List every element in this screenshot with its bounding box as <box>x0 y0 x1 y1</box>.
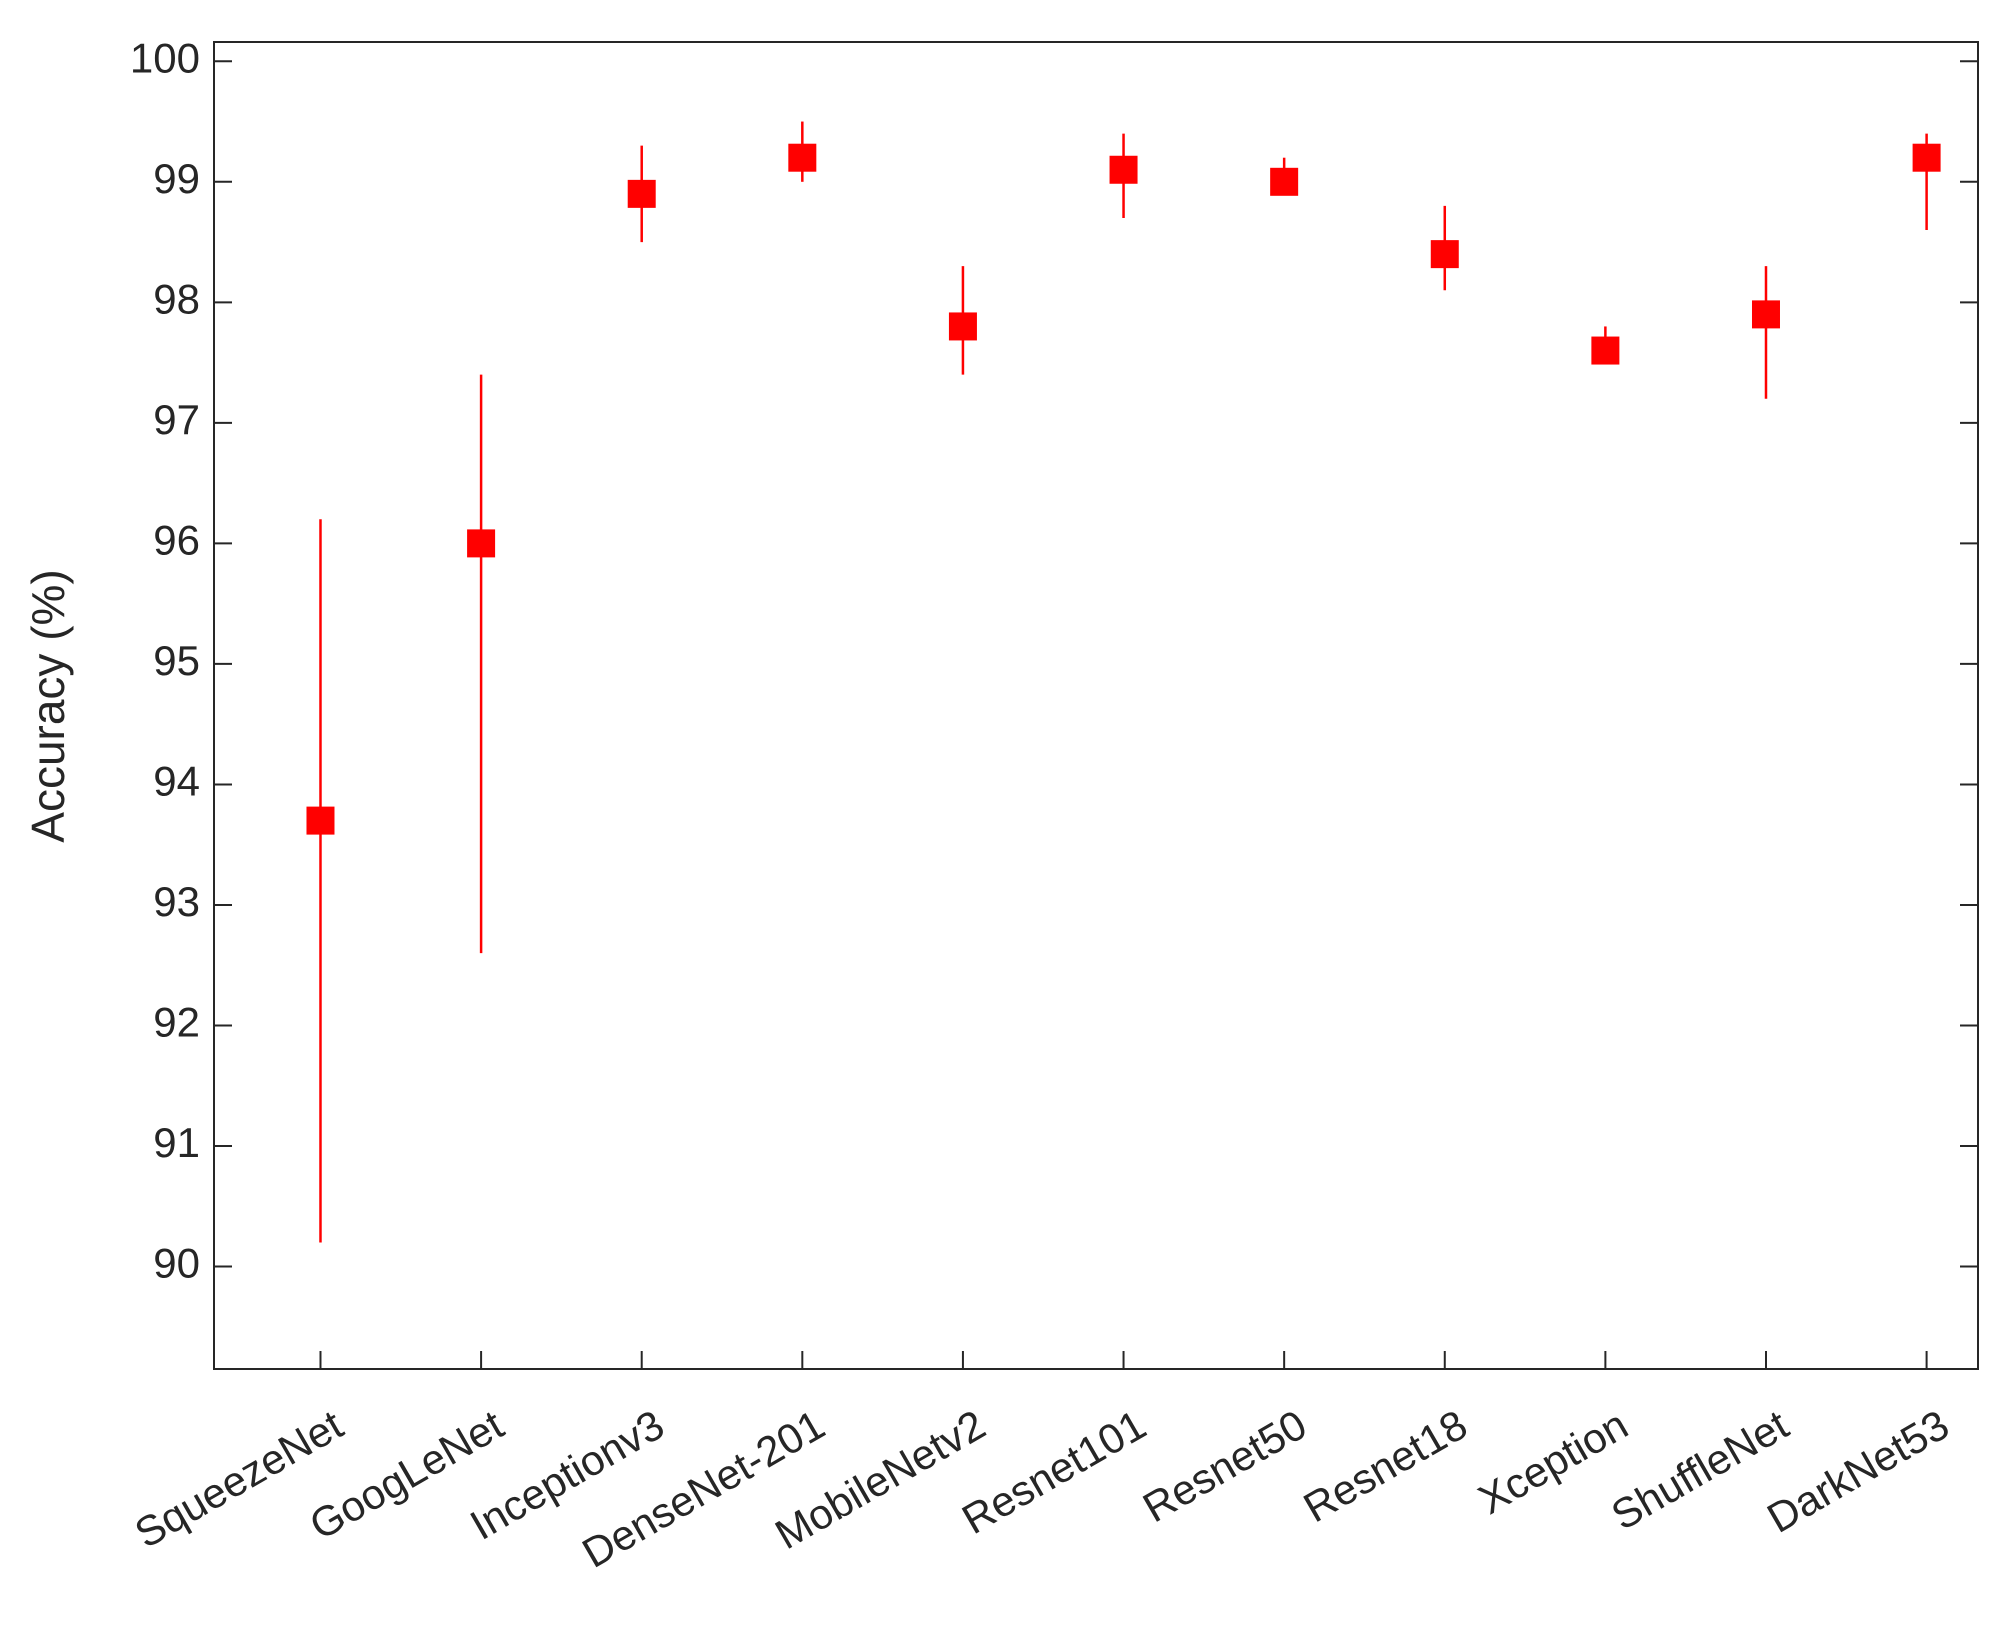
marker <box>627 179 656 208</box>
y-tick-label: 97 <box>153 396 200 443</box>
marker <box>1430 240 1459 269</box>
y-tick-label: 95 <box>153 637 200 684</box>
marker <box>948 312 977 341</box>
x-tick-label: DarkNet53 <box>1759 1401 1956 1542</box>
marker <box>306 806 335 835</box>
marker <box>1270 167 1299 196</box>
plot-frame <box>213 41 1979 1370</box>
y-tick-label: 99 <box>153 155 200 202</box>
x-tick-label: Resnet18 <box>1296 1401 1475 1532</box>
marker <box>788 143 817 172</box>
marker <box>1109 155 1138 184</box>
y-tick-label: 94 <box>153 758 200 805</box>
y-tick-label: 90 <box>153 1240 200 1287</box>
x-tick-label: ShuffleNet <box>1603 1401 1796 1540</box>
y-tick-label: 98 <box>153 275 200 322</box>
y-axis-label: Accuracy (%) <box>22 569 74 842</box>
x-tick-label: Resnet50 <box>1135 1401 1314 1532</box>
y-tick-label: 92 <box>153 999 200 1046</box>
y-tick-label: 100 <box>130 34 200 81</box>
marker <box>1912 143 1941 172</box>
y-tick-label: 91 <box>153 1119 200 1166</box>
marker <box>467 529 496 558</box>
x-tick-label: Resnet101 <box>954 1401 1153 1543</box>
y-tick-label: 96 <box>153 516 200 563</box>
marker <box>1591 336 1620 365</box>
marker <box>1751 300 1780 329</box>
y-tick-label: 93 <box>153 878 200 925</box>
